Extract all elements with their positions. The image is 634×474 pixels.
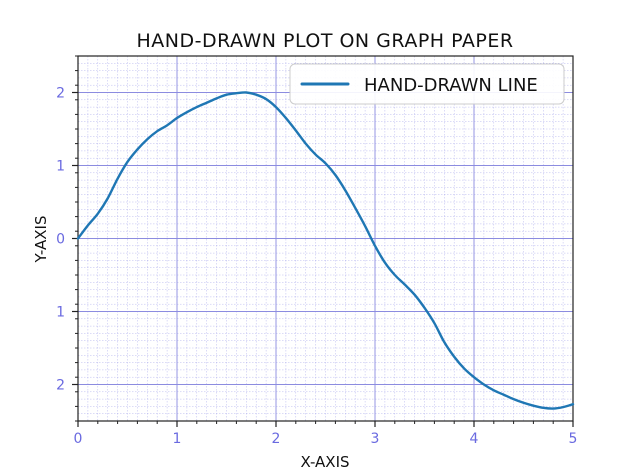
y-tick-label: 1 xyxy=(56,159,65,175)
series-layer xyxy=(76,91,575,410)
x-axis-label: X-AXIS xyxy=(300,453,349,471)
series-line xyxy=(76,91,575,410)
axis-ticks xyxy=(72,55,574,427)
legend: HAND-DRAWN LINE xyxy=(289,63,565,105)
y-axis-label: Y-AXIS xyxy=(32,216,50,264)
x-tick-label: 2 xyxy=(272,431,281,447)
minor-grid xyxy=(77,55,574,422)
x-tick-label: 4 xyxy=(470,431,479,447)
y-tick-label: 2 xyxy=(56,86,65,102)
x-tick-label: 3 xyxy=(371,431,380,447)
y-tick-label: 0 xyxy=(56,232,65,248)
legend-box xyxy=(289,63,565,105)
y-tick-label: 1 xyxy=(56,305,65,321)
x-tick-label: 0 xyxy=(74,431,83,447)
x-tick-label: 1 xyxy=(173,431,182,447)
chart-title: HAND-DRAWN PLOT ON GRAPH PAPER xyxy=(136,30,513,52)
tick-labels: 0 1 2 3 4 5 2 1 0 1 2 xyxy=(56,86,577,448)
legend-label: HAND-DRAWN LINE xyxy=(364,75,538,96)
x-tick-label: 5 xyxy=(569,431,578,447)
y-tick-label: 2 xyxy=(56,378,65,394)
